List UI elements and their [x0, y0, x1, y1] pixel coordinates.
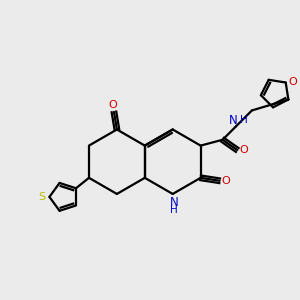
Text: O: O: [239, 145, 248, 155]
Text: H: H: [240, 115, 248, 125]
Text: O: O: [289, 77, 297, 87]
Text: O: O: [222, 176, 230, 186]
Text: N: N: [229, 114, 237, 127]
Text: H: H: [170, 205, 178, 215]
Text: O: O: [108, 100, 117, 110]
Text: N: N: [170, 196, 178, 209]
Text: S: S: [38, 192, 45, 202]
